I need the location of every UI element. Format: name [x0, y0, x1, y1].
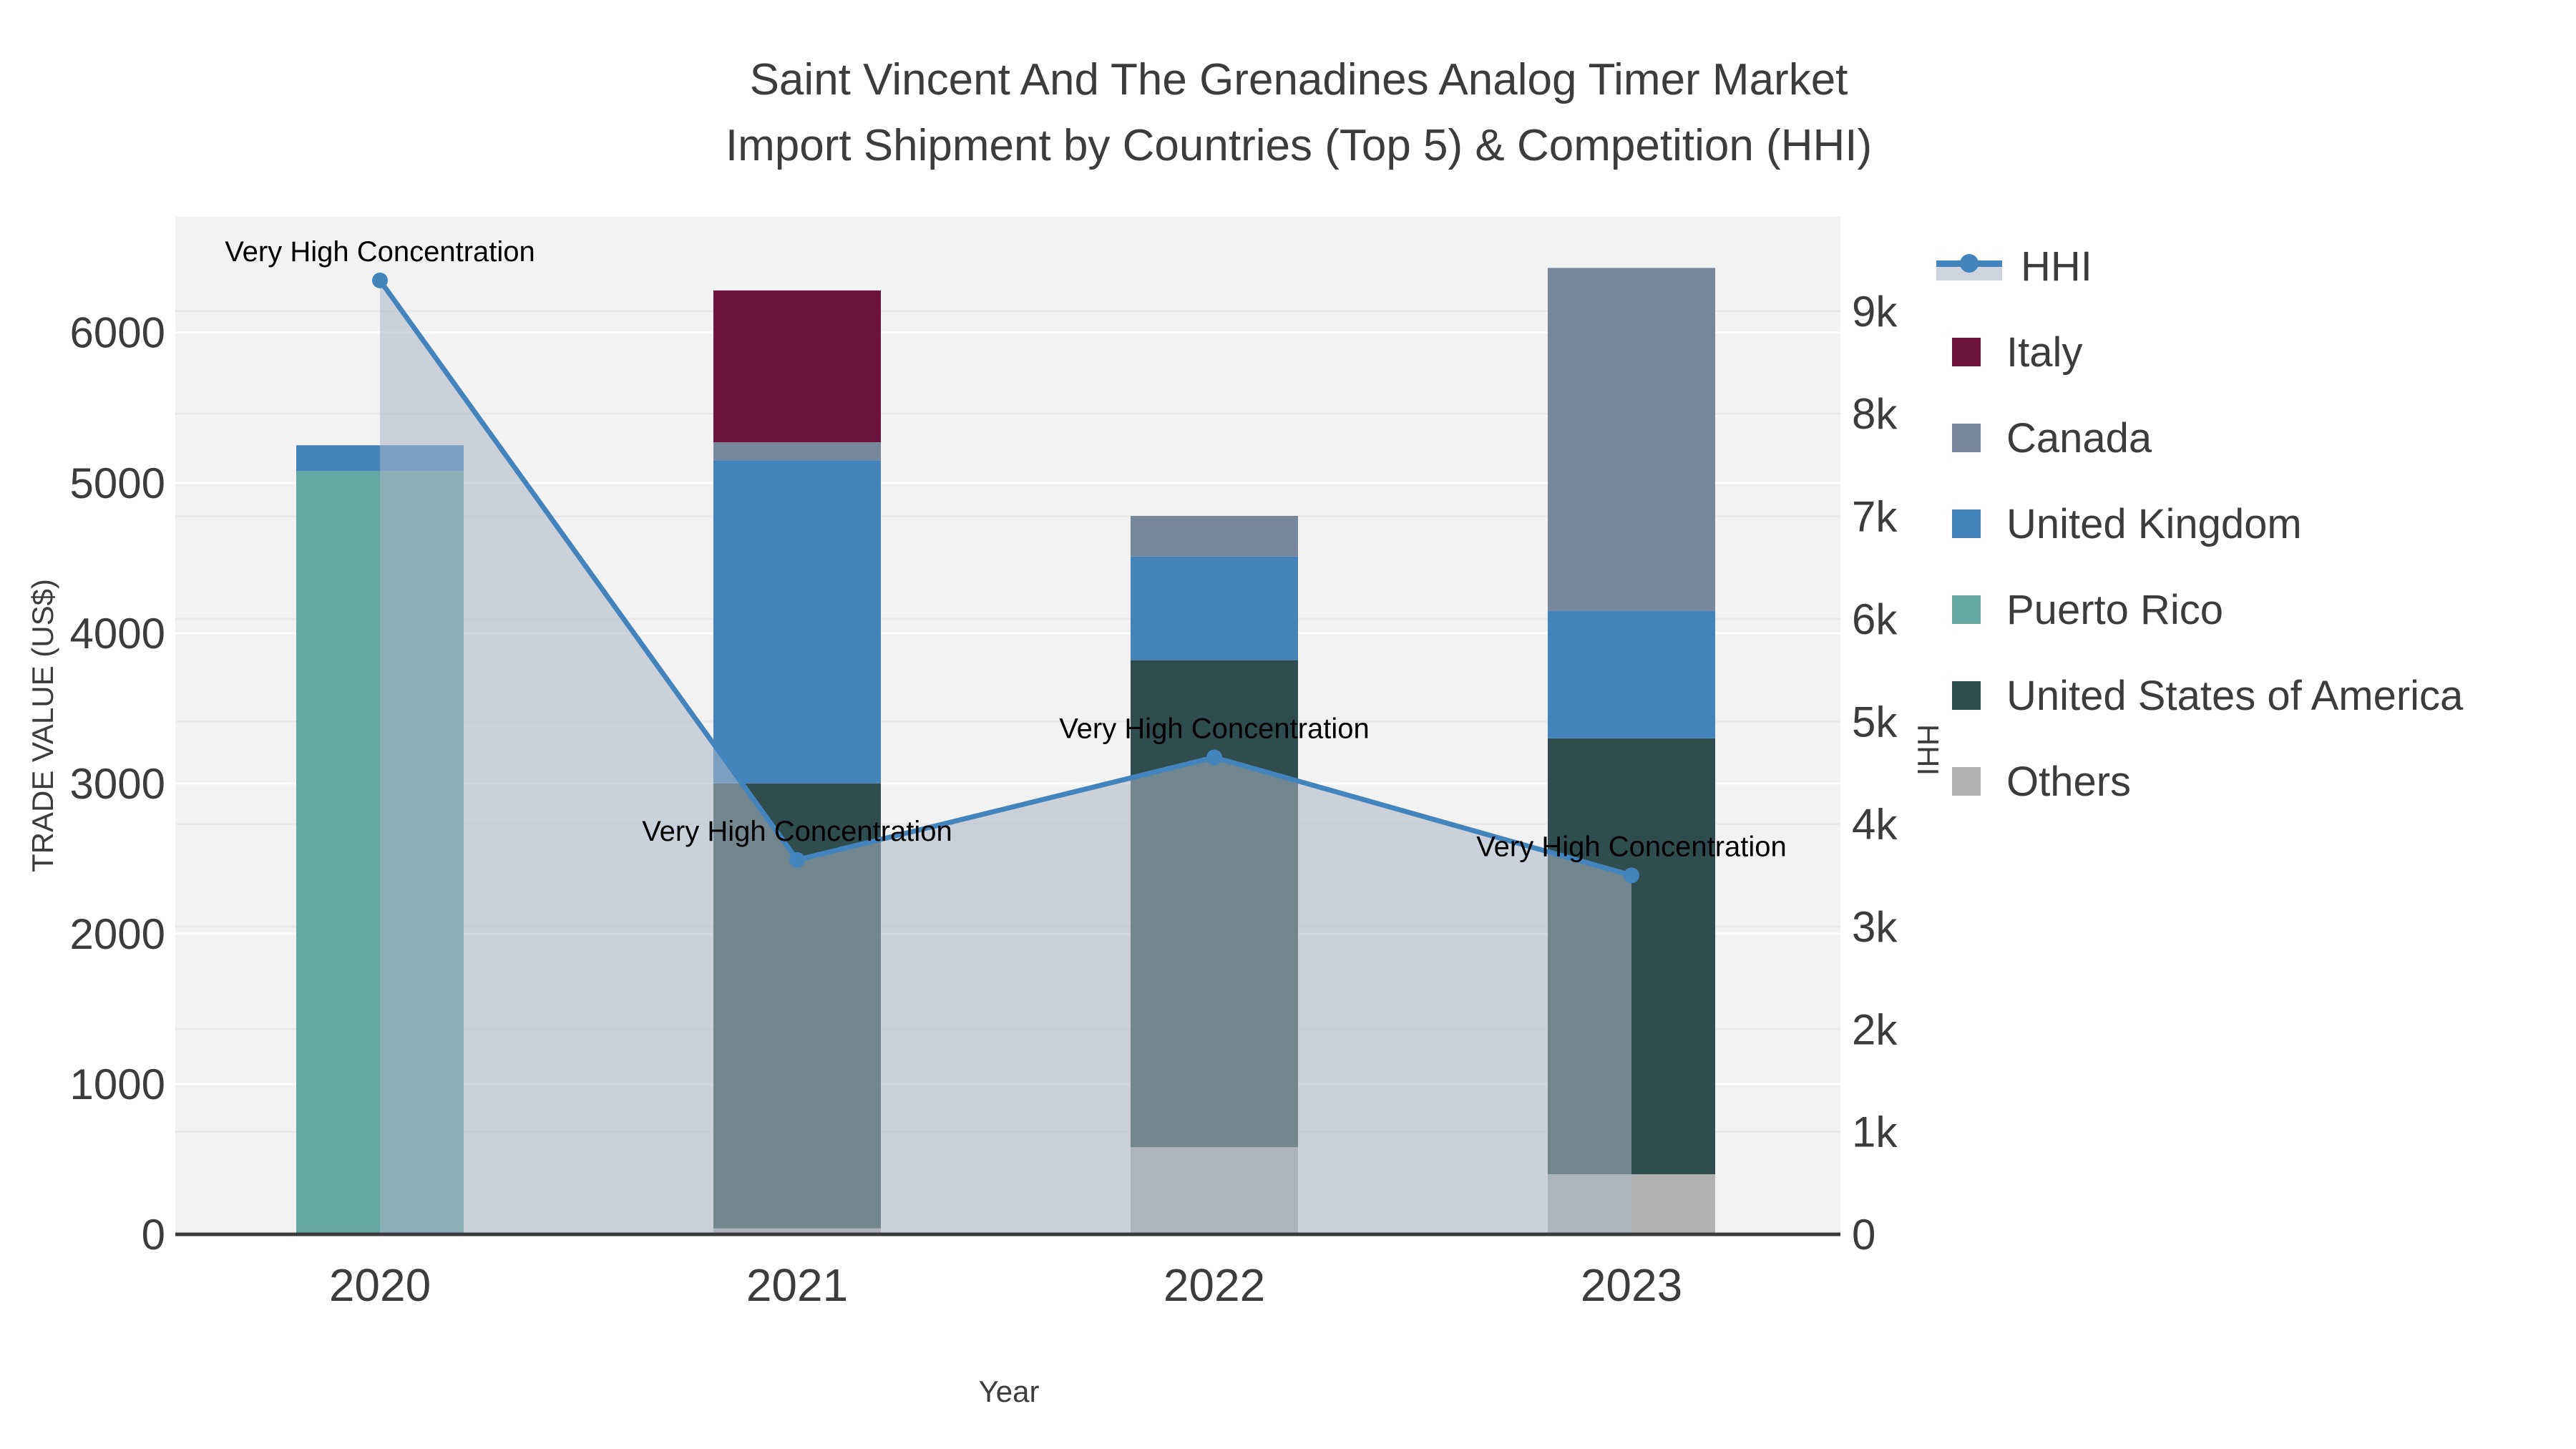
- legend-swatch-united-kingdom-icon: [1952, 509, 1981, 538]
- bar-segment-canada-2023: [1548, 268, 1715, 611]
- y-right-tick-label: 5k: [1852, 698, 1898, 746]
- hhi-annotation-2022: Very High Concentration: [1059, 713, 1370, 744]
- legend-swatch-canada-icon: [1952, 424, 1981, 452]
- hhi-line: [378, 278, 1632, 878]
- legend-label: Puerto Rico: [2006, 586, 2224, 633]
- y-right-tick-label: 1k: [1852, 1108, 1898, 1156]
- hhi-annotation-2023: Very High Concentration: [1476, 831, 1787, 862]
- y-right-tick-label: 9k: [1852, 288, 1898, 336]
- bar-segment-canada-2021: [713, 442, 881, 461]
- bar-segment-canada-2022: [1131, 515, 1298, 557]
- legend-label: Italy: [2006, 328, 2083, 376]
- hhi-marker-2021: [789, 852, 805, 868]
- legend-swatch-usa-icon: [1952, 681, 1981, 710]
- x-axis-label: Year: [978, 1375, 1040, 1408]
- y-left-tick-label: 3000: [70, 760, 165, 808]
- legend-item-others: Others: [1936, 738, 2463, 824]
- legend-item-united-kingdom: United Kingdom: [1936, 481, 2463, 567]
- y-right-tick-label: 4k: [1852, 801, 1898, 849]
- y-right-tick-label: 0: [1852, 1211, 1875, 1259]
- legend-label: United States of America: [2006, 672, 2464, 719]
- y-axis-label-left: TRADE VALUE (US$): [26, 579, 59, 872]
- y-left-tick-label: 5000: [70, 459, 165, 507]
- chart-title-line1: Saint Vincent And The Grenadines Analog …: [749, 55, 1848, 104]
- y-left-tick-label: 0: [142, 1211, 165, 1259]
- y-right-tick-label: 2k: [1852, 1005, 1898, 1053]
- legend-swatch-italy-icon: [1952, 338, 1981, 366]
- hhi-area: [380, 280, 1631, 1234]
- y-left-tick-label: 1000: [70, 1060, 165, 1108]
- legend-item-hhi: HHI: [1936, 223, 2463, 309]
- legend-label: United Kingdom: [2006, 500, 2302, 547]
- x-tick-label: 2021: [746, 1259, 848, 1311]
- y-right-tick-label: 7k: [1852, 493, 1898, 541]
- legend-swatch-others-icon: [1952, 767, 1981, 796]
- legend-item-puerto-rico: Puerto Rico: [1936, 567, 2463, 653]
- legend-label: HHI: [2021, 243, 2092, 290]
- chart-title-line2: Import Shipment by Countries (Top 5) & C…: [725, 121, 1873, 170]
- legend: HHI Italy Canada United Kingdom Puerto R…: [1936, 223, 2463, 824]
- y-left-tick-label: 6000: [70, 309, 165, 357]
- y-right-tick-label: 8k: [1852, 390, 1898, 438]
- legend-label: Canada: [2006, 414, 2152, 462]
- hhi-line-swatch-icon: [1936, 250, 2002, 282]
- bar-segment-italy-2021: [713, 290, 881, 443]
- y-left-tick-label: 4000: [70, 610, 165, 658]
- y-right-tick-label: 3k: [1852, 903, 1898, 951]
- hhi-annotation-2021: Very High Concentration: [642, 816, 952, 847]
- hhi-marker-2020: [372, 272, 388, 288]
- y-right-tick-label: 6k: [1852, 595, 1898, 643]
- x-tick-label: 2020: [329, 1259, 431, 1311]
- hhi-marker-2022: [1206, 749, 1222, 766]
- chart-title: Saint Vincent And The Grenadines Analog …: [583, 47, 2014, 179]
- hhi-annotation-2020: Very High Concentration: [225, 236, 535, 268]
- y-left-tick-label: 2000: [70, 910, 165, 958]
- bar-segment-united-kingdom-2022: [1131, 556, 1298, 660]
- legend-item-usa: United States of America: [1936, 653, 2463, 738]
- legend-item-italy: Italy: [1936, 309, 2463, 395]
- hhi-marker-2023: [1624, 867, 1639, 884]
- legend-label: Others: [2006, 758, 2132, 805]
- x-tick-label: 2022: [1163, 1259, 1265, 1311]
- legend-item-canada: Canada: [1936, 395, 2463, 481]
- bar-segment-united-kingdom-2023: [1548, 610, 1715, 738]
- x-tick-label: 2023: [1581, 1259, 1682, 1311]
- bar-segment-united-kingdom-2021: [713, 460, 881, 784]
- legend-swatch-puerto-rico-icon: [1952, 595, 1981, 624]
